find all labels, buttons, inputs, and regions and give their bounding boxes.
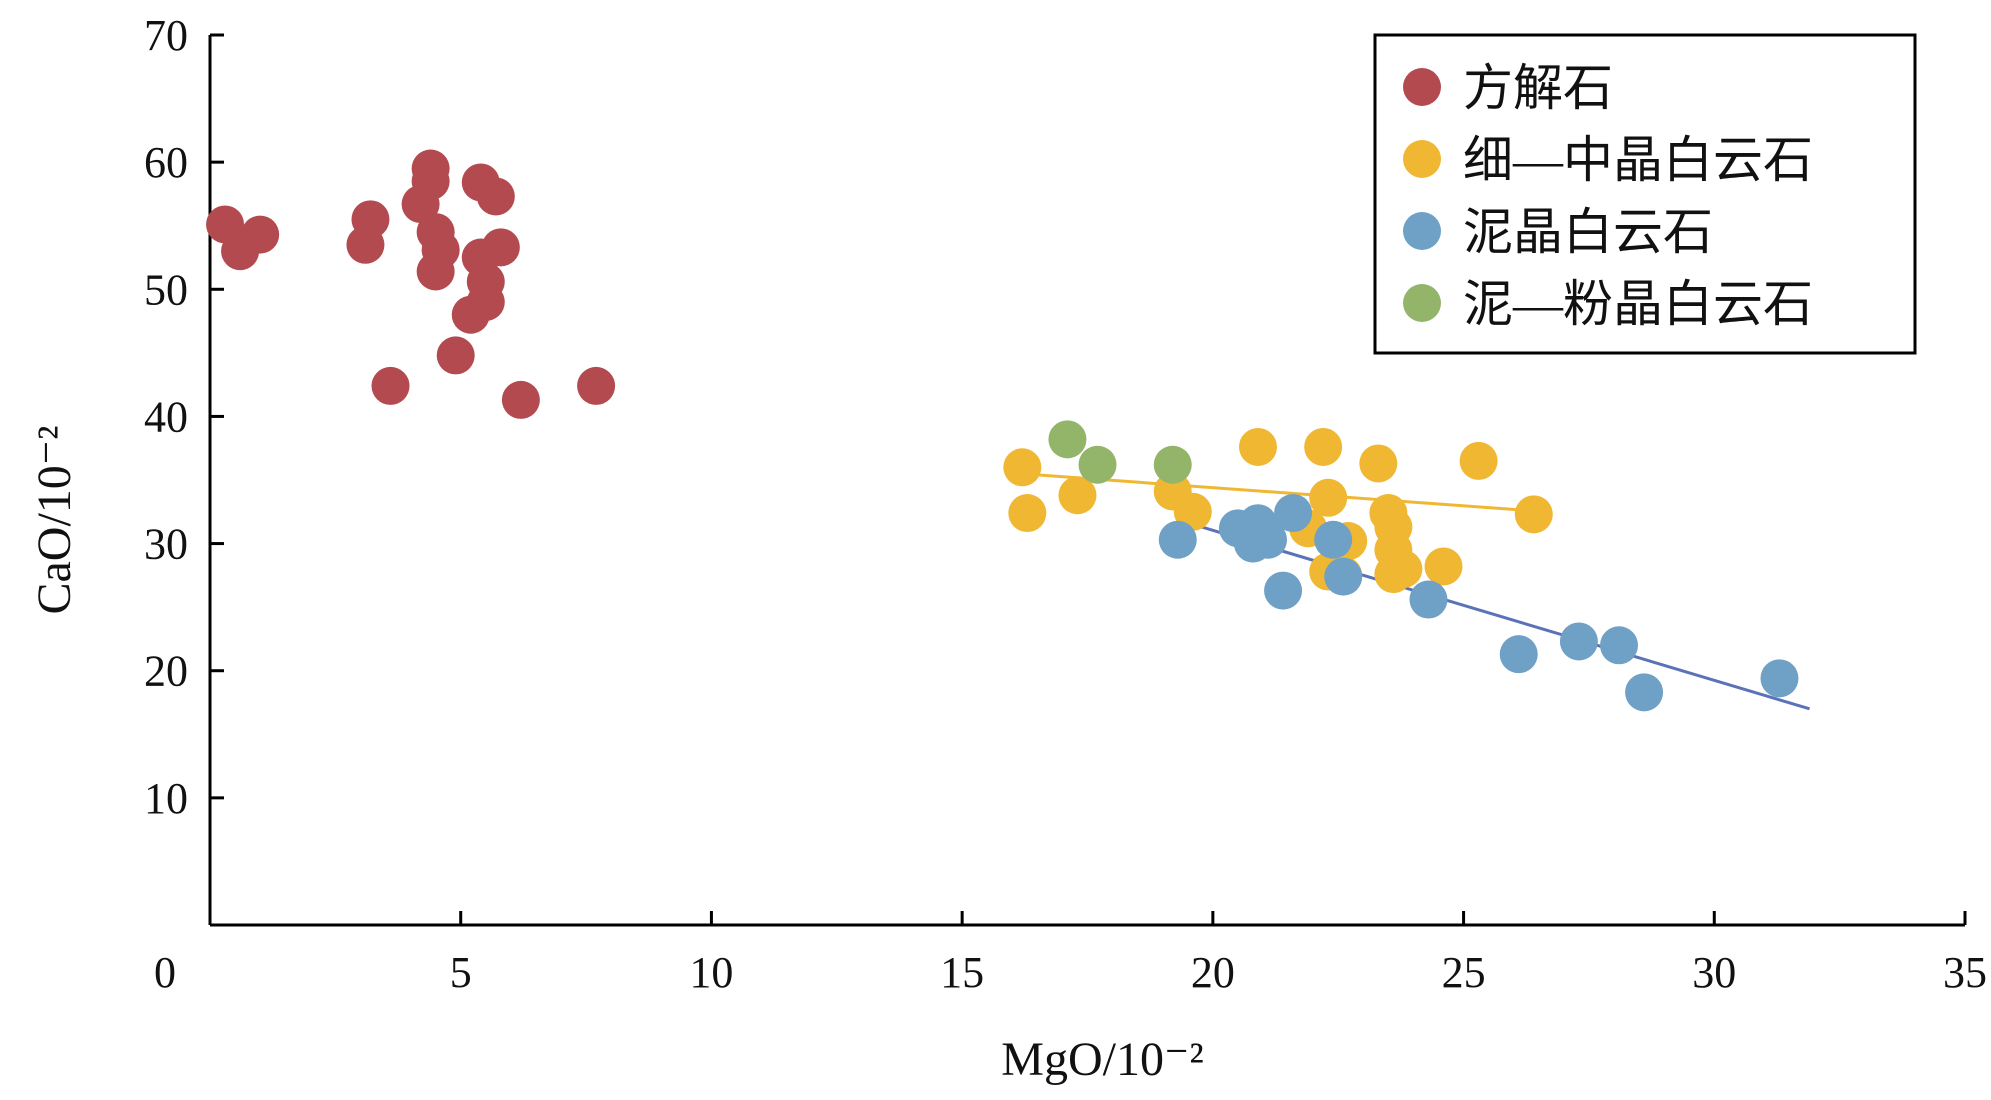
data-point bbox=[1003, 448, 1042, 487]
trendline-细-中晶白云石 bbox=[1037, 473, 1529, 513]
data-point bbox=[371, 366, 410, 405]
data-point bbox=[1238, 427, 1277, 466]
data-point bbox=[577, 366, 616, 405]
data-point bbox=[1559, 622, 1598, 661]
series-细-中晶白云石 bbox=[1003, 427, 1553, 595]
y-tick-label: 40 bbox=[144, 392, 188, 441]
legend-item-泥-粉晶白云石: 泥—粉晶白云石 bbox=[1403, 276, 1813, 332]
y-tick-label: 50 bbox=[144, 265, 188, 314]
data-point bbox=[1409, 580, 1448, 619]
x-tick-label: 5 bbox=[450, 948, 472, 997]
data-point bbox=[1058, 476, 1097, 515]
data-point bbox=[466, 262, 505, 301]
data-point bbox=[476, 177, 515, 216]
data-point bbox=[411, 162, 450, 201]
legend-label: 泥晶白云石 bbox=[1463, 204, 1713, 260]
data-points bbox=[206, 149, 1799, 712]
x-tick-label: 10 bbox=[689, 948, 733, 997]
series-泥晶白云石 bbox=[1158, 494, 1799, 712]
legend-marker bbox=[1403, 284, 1441, 322]
data-point bbox=[1499, 635, 1538, 674]
data-point bbox=[1625, 673, 1664, 712]
y-tick-label: 70 bbox=[144, 11, 188, 60]
trendlines bbox=[1037, 473, 1810, 711]
data-point bbox=[416, 252, 455, 291]
data-point bbox=[241, 215, 280, 254]
data-point bbox=[1078, 445, 1117, 484]
x-tick-label: 0 bbox=[154, 948, 176, 997]
trendline-泥晶白云石 bbox=[1197, 524, 1810, 711]
data-point bbox=[1008, 494, 1047, 533]
data-point bbox=[1249, 520, 1288, 559]
data-point bbox=[1359, 444, 1398, 483]
data-point bbox=[1600, 626, 1639, 665]
data-point bbox=[1384, 550, 1423, 588]
x-tick-label: 20 bbox=[1191, 948, 1235, 997]
data-point bbox=[1274, 494, 1313, 533]
data-point bbox=[1459, 441, 1498, 480]
series-泥-粉晶白云石 bbox=[1048, 420, 1192, 484]
data-point bbox=[1304, 427, 1343, 466]
data-point bbox=[1264, 571, 1303, 610]
data-point bbox=[481, 228, 520, 267]
data-point bbox=[351, 200, 390, 239]
x-tick-label: 35 bbox=[1943, 948, 1987, 997]
y-tick-label: 10 bbox=[144, 774, 188, 823]
data-point bbox=[1424, 547, 1463, 586]
data-point bbox=[1324, 557, 1363, 596]
x-tick-label: 30 bbox=[1692, 948, 1736, 997]
legend-marker bbox=[1403, 68, 1441, 106]
x-axis-ticks: 0 5 10 15 20 25 30 35 bbox=[154, 911, 1987, 997]
series-方解石 bbox=[206, 149, 616, 419]
legend-box bbox=[1373, 33, 1917, 355]
y-tick-label: 20 bbox=[144, 647, 188, 696]
data-point bbox=[1309, 478, 1348, 517]
legend-label: 细—中晶白云石 bbox=[1463, 132, 1813, 188]
data-point bbox=[1314, 520, 1353, 559]
legend-item-方解石: 方解石 bbox=[1403, 60, 1613, 116]
legend-label: 方解石 bbox=[1463, 60, 1613, 116]
data-point bbox=[501, 380, 540, 419]
data-point bbox=[1514, 495, 1553, 534]
x-tick-label: 15 bbox=[940, 948, 984, 997]
y-axis-ticks: 10 20 30 40 50 60 70 bbox=[144, 11, 224, 823]
x-tick-label: 25 bbox=[1442, 948, 1486, 997]
data-point bbox=[1158, 520, 1197, 559]
legend-marker bbox=[1403, 212, 1441, 250]
y-tick-label: 60 bbox=[144, 138, 188, 187]
legend-item-泥晶白云石: 泥晶白云石 bbox=[1403, 204, 1713, 260]
plot-area: 0 5 10 15 20 25 30 35 10 20 30 40 50 60 70 bbox=[144, 11, 1987, 997]
data-point bbox=[1760, 659, 1799, 698]
legend-item-细-中晶白云石: 细—中晶白云石 bbox=[1403, 132, 1813, 188]
legend-label: 泥—粉晶白云石 bbox=[1463, 276, 1813, 332]
data-point bbox=[1173, 492, 1212, 531]
data-point bbox=[436, 336, 475, 375]
x-axis-title: MgO/10⁻² bbox=[1001, 1033, 1203, 1086]
data-point bbox=[1153, 445, 1192, 484]
y-axis-title: CaO/10⁻² bbox=[28, 425, 81, 614]
data-point bbox=[1048, 420, 1087, 459]
y-tick-label: 30 bbox=[144, 520, 188, 569]
legend-marker bbox=[1403, 140, 1441, 178]
